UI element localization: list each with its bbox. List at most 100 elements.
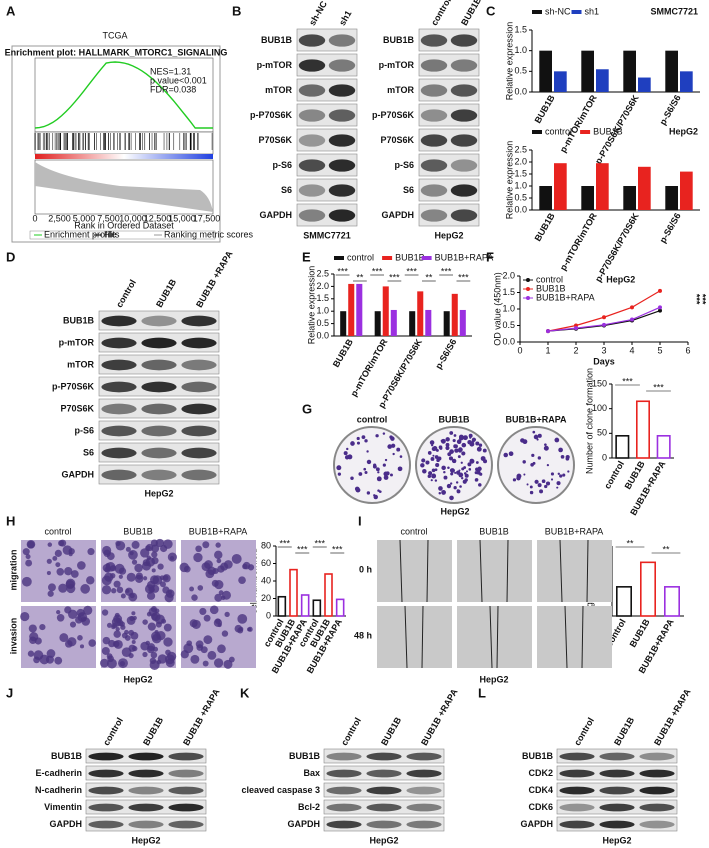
blot-row-label: S6 <box>83 447 94 457</box>
colony <box>463 466 467 470</box>
bar <box>581 50 594 92</box>
colony <box>544 484 548 489</box>
blot-band <box>366 769 402 778</box>
cell <box>64 567 73 576</box>
legend-label: Hits <box>104 229 120 239</box>
colony <box>462 435 468 441</box>
y-tick-label: 1.5 <box>514 168 527 178</box>
blot-row-label: GAPDH <box>381 210 414 220</box>
blot-band <box>420 134 448 147</box>
y-tick-label: 0 <box>266 610 271 620</box>
cell <box>216 558 222 564</box>
colony <box>446 483 452 489</box>
blot-row-label: GAPDH <box>520 819 553 829</box>
colony <box>445 445 450 451</box>
image-column-label: BUB1B <box>438 414 470 424</box>
blot-band <box>559 769 595 778</box>
legend-swatch <box>580 130 591 134</box>
cell <box>135 572 144 580</box>
cell <box>47 542 53 547</box>
blot-band <box>639 769 675 778</box>
colony <box>475 478 479 482</box>
metric-area <box>35 162 213 212</box>
cell <box>147 622 156 631</box>
panel-letter: L <box>478 685 486 700</box>
cell <box>191 619 201 629</box>
cell <box>46 558 52 564</box>
blot-band <box>450 209 478 222</box>
colony <box>550 478 554 481</box>
colony <box>358 472 363 476</box>
significance-label: *** <box>297 544 308 554</box>
blot-band <box>141 337 177 349</box>
colony <box>458 434 464 440</box>
blot-band <box>366 786 402 795</box>
blot-band <box>328 59 356 72</box>
panel-letter: I <box>358 513 362 528</box>
colony <box>454 448 459 453</box>
cell <box>214 550 223 560</box>
panel-title: TCGA <box>102 30 127 40</box>
x-tick-label: BUB1B <box>533 93 557 125</box>
gsea-stat: FDR=0.038 <box>150 84 196 94</box>
colony <box>447 466 450 469</box>
blot-band <box>128 752 164 761</box>
y-tick-label: 2.5 <box>514 144 527 154</box>
colony <box>459 485 462 488</box>
legend-swatch <box>532 130 542 134</box>
blot-band <box>559 820 595 829</box>
cell <box>167 552 177 562</box>
cell <box>27 540 35 549</box>
cell <box>131 640 136 645</box>
x-axis-label: Rank in Ordered Dataset <box>74 220 174 230</box>
blot-band <box>101 425 137 437</box>
panel-letter: C <box>486 3 496 18</box>
panel-letter: H <box>6 513 15 528</box>
cell <box>124 629 129 635</box>
cell <box>214 593 223 602</box>
bar <box>639 561 656 617</box>
series-point <box>602 322 606 327</box>
blot-band <box>599 752 635 761</box>
x-tick-label: 3 <box>601 345 606 355</box>
colony <box>431 473 437 479</box>
wound-edge <box>489 605 493 669</box>
blot-band <box>366 752 402 761</box>
blot-band <box>639 786 675 795</box>
y-axis-label: OD value (450nm) <box>492 272 502 346</box>
cell <box>183 643 194 654</box>
blot-column-label: BUB1B +RAPA <box>181 687 222 748</box>
colony <box>454 471 457 474</box>
x-tick-label: 4 <box>629 345 634 355</box>
legend-swatch <box>382 256 393 260</box>
blot-row-label: BUB1B <box>51 751 83 761</box>
image-caption: HepG2 <box>479 674 508 684</box>
cell <box>151 568 156 573</box>
colony <box>456 439 462 445</box>
bar <box>623 186 636 210</box>
blot-row-label: cleaved caspase 3 <box>241 785 320 795</box>
blot-column-label: sh-NC <box>307 0 329 27</box>
wound-edge <box>479 539 483 603</box>
blot-band <box>181 337 217 349</box>
blot-row-label: p-S6 <box>74 425 94 435</box>
cell <box>200 646 208 654</box>
y-axis-label: Relative expression <box>504 141 514 220</box>
colony <box>531 453 535 457</box>
blot-caption: SMMC7721 <box>303 230 351 240</box>
colony <box>456 470 461 475</box>
blot-band <box>168 803 204 812</box>
colony <box>554 437 560 443</box>
cell <box>106 566 111 571</box>
blot-band <box>141 447 177 459</box>
colony <box>443 475 448 480</box>
blot-band <box>128 786 164 795</box>
significance-label: ** <box>425 272 433 282</box>
blot-row-label: S6 <box>403 185 414 195</box>
blot-band <box>88 752 124 761</box>
cell <box>234 624 243 633</box>
image-column-label: control <box>357 414 388 424</box>
bar <box>615 586 632 617</box>
colony <box>458 448 462 453</box>
cell <box>115 541 126 551</box>
